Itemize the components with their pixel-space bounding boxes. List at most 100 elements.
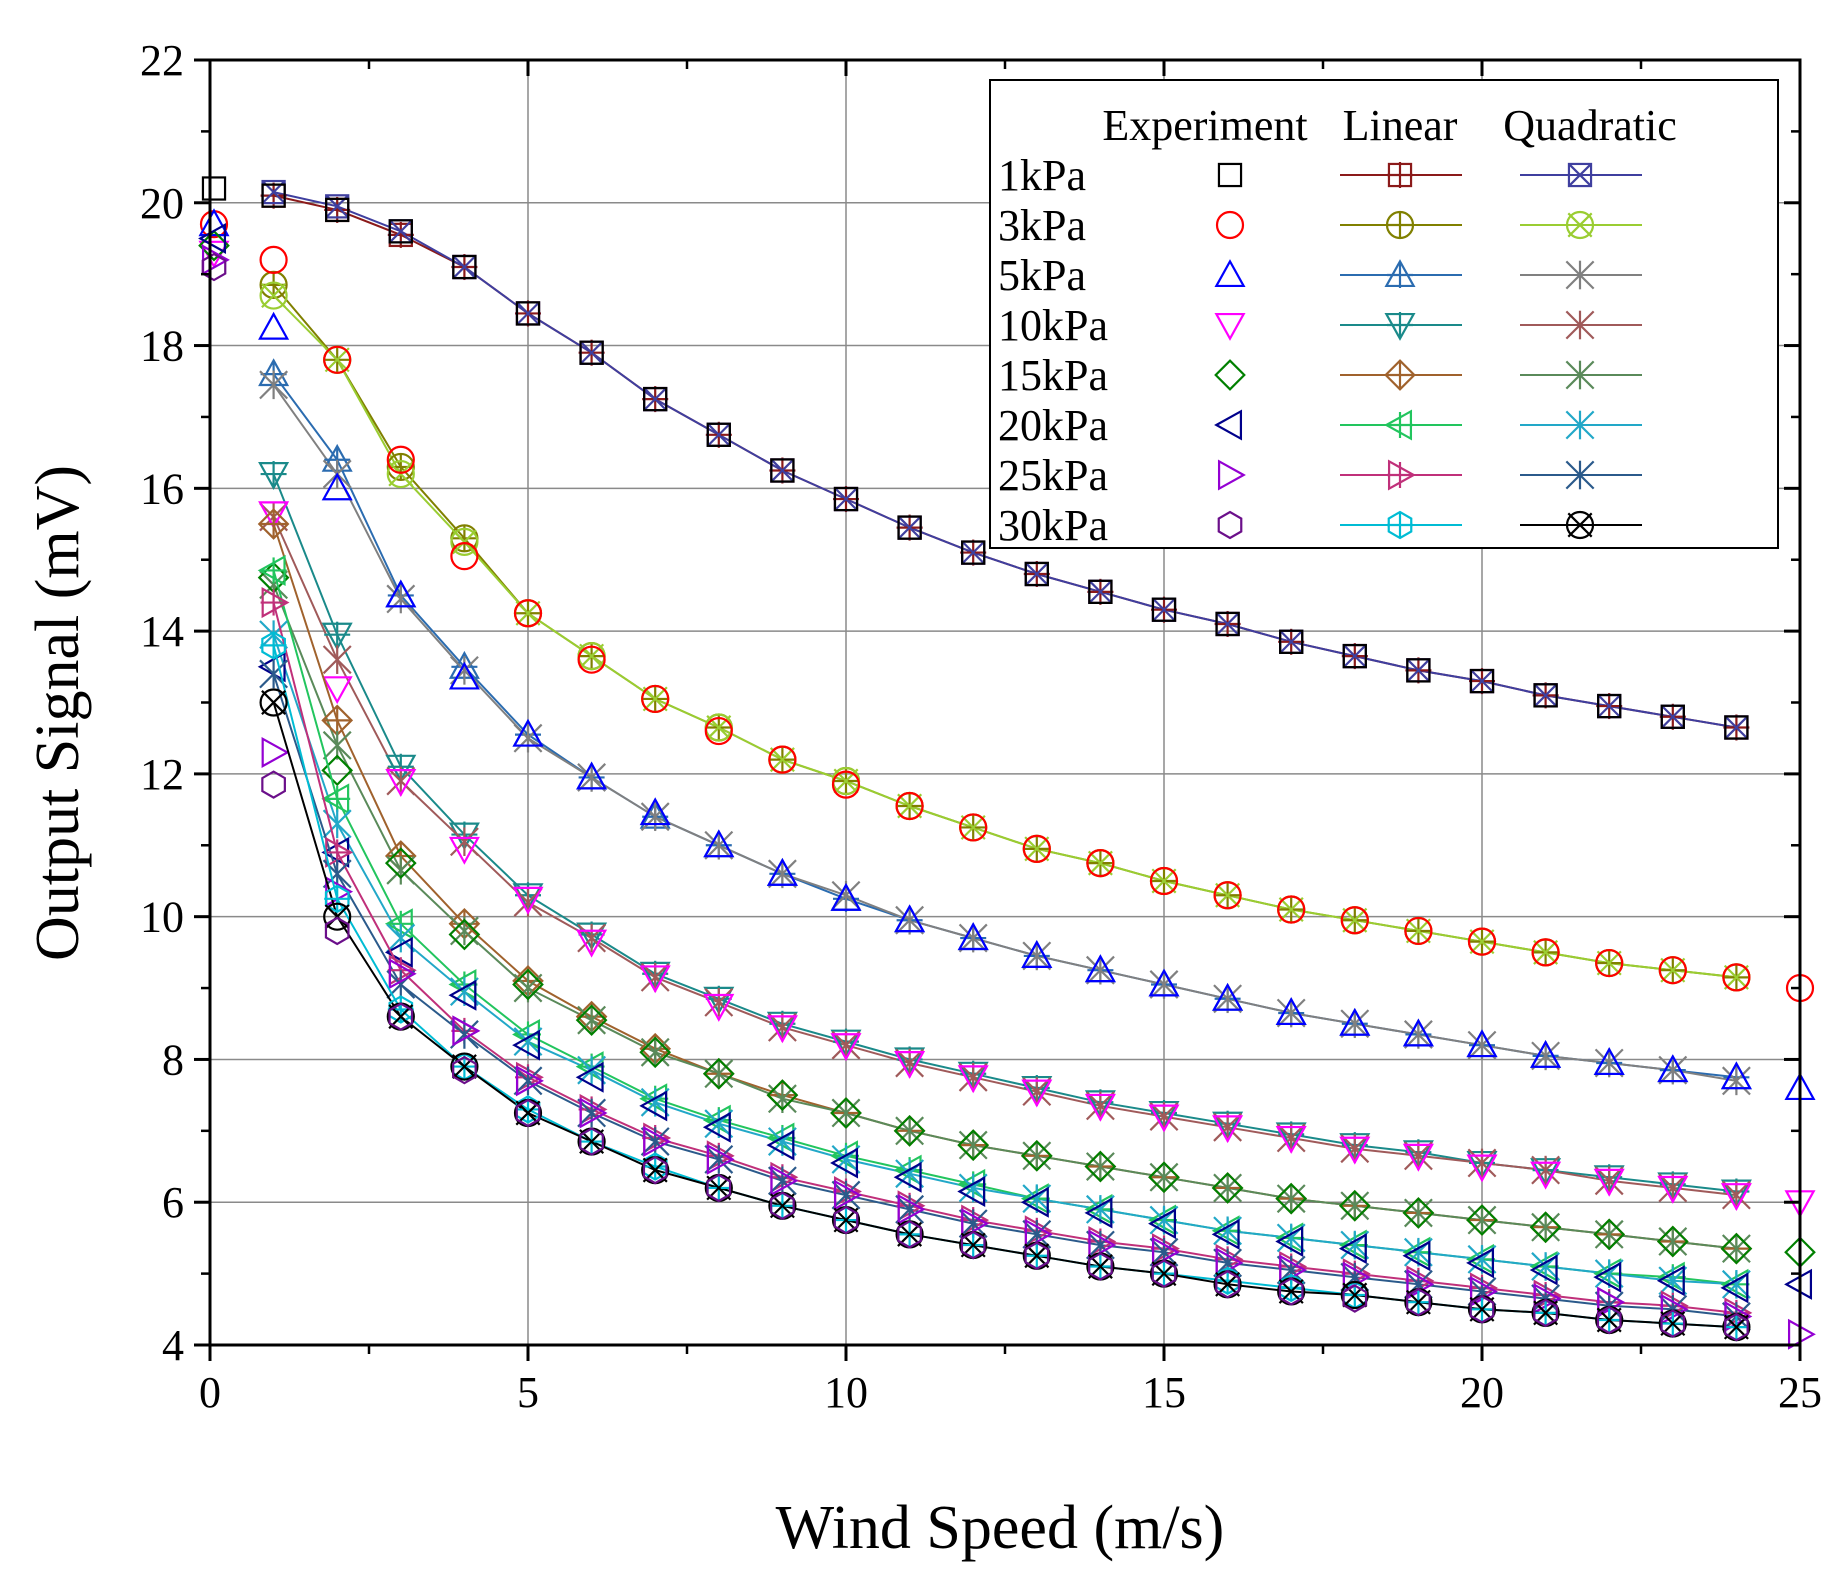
experiment-point — [515, 301, 541, 326]
linear-point — [324, 196, 351, 223]
marker-stroke — [1660, 957, 1686, 983]
marker-shape — [830, 1147, 859, 1179]
x-tick-label: 10 — [824, 1368, 868, 1417]
marker-shape — [641, 684, 670, 714]
legend-label: 3kPa — [998, 201, 1086, 250]
experiment-point — [198, 222, 227, 254]
marker-stroke — [1152, 597, 1176, 622]
experiment-point — [639, 1090, 668, 1122]
marker-shape — [1022, 834, 1051, 863]
marker-shape — [1148, 1161, 1180, 1194]
marker-shape — [452, 1055, 477, 1085]
x-tick-label: 0 — [199, 1368, 221, 1417]
experiment-point — [1213, 881, 1242, 910]
experiment-point — [1660, 1309, 1686, 1338]
marker-shape — [1020, 1186, 1049, 1218]
experiment-point — [1720, 1061, 1752, 1090]
quadratic-point — [640, 1037, 670, 1067]
marker-shape — [833, 486, 859, 512]
marker-shape — [259, 245, 288, 274]
marker-stroke — [451, 529, 477, 555]
experiment-point — [1660, 1293, 1689, 1325]
legend-linear-marker — [1384, 312, 1416, 341]
marker-shape — [1020, 1139, 1053, 1172]
experiment-point — [1084, 1197, 1113, 1229]
marker-stroke — [1567, 512, 1593, 538]
experiment-point — [766, 857, 798, 886]
marker-stroke — [1215, 882, 1241, 908]
quadratic-point — [831, 1030, 861, 1060]
marker-stroke — [388, 461, 414, 487]
marker-shape — [770, 458, 795, 483]
marker-shape — [576, 761, 608, 790]
marker-shape — [1593, 1218, 1626, 1251]
marker-shape — [450, 1052, 479, 1081]
experiment-point — [706, 1173, 732, 1203]
marker-shape — [325, 197, 350, 223]
marker-shape — [961, 1208, 990, 1240]
experiment-point — [579, 340, 604, 365]
marker-stroke — [1597, 694, 1622, 718]
experiment-point — [448, 661, 480, 690]
experiment-point — [1530, 1161, 1562, 1190]
experiment-point — [706, 422, 731, 447]
series-layer — [198, 176, 1816, 1350]
marker-shape — [1530, 1161, 1562, 1190]
quadratic-point — [1721, 1066, 1751, 1096]
marker-shape — [513, 599, 543, 628]
marker-shape — [1084, 1197, 1113, 1229]
experiment-point — [198, 208, 230, 237]
legend-label: 25kPa — [998, 451, 1108, 500]
marker-shape — [1565, 210, 1595, 240]
quadratic-point — [1658, 1266, 1688, 1296]
quadratic-point — [1658, 1055, 1688, 1085]
marker-shape — [384, 847, 417, 879]
experiment-point — [201, 252, 227, 282]
marker-shape — [1084, 1150, 1117, 1183]
marker-shape — [643, 1126, 672, 1158]
marker-shape — [1466, 1154, 1498, 1183]
experiment-point — [1720, 1183, 1752, 1211]
linear-fit-line — [272, 570, 1737, 1286]
marker-shape — [1211, 1172, 1244, 1204]
marker-shape — [1469, 1295, 1495, 1324]
experiment-point — [1656, 1225, 1689, 1258]
marker-shape — [1211, 1218, 1240, 1250]
marker-shape — [1660, 704, 1685, 729]
quadratic-point — [577, 763, 607, 792]
marker-shape — [201, 176, 227, 201]
experiment-point — [321, 472, 353, 501]
linear-point — [257, 508, 290, 540]
quadratic-point — [895, 905, 925, 935]
experiment-point — [770, 458, 795, 483]
experiment-point — [893, 1161, 922, 1193]
experiment-point — [1529, 1254, 1558, 1286]
experiment-point — [1088, 1252, 1113, 1281]
experiment-point — [639, 1036, 672, 1069]
experiment-point — [576, 761, 608, 790]
marker-shape — [1088, 1229, 1117, 1261]
marker-shape — [257, 508, 290, 540]
marker-shape — [1214, 359, 1246, 391]
marker-shape — [702, 1057, 735, 1090]
marker-shape — [321, 472, 353, 501]
quadratic-point — [1403, 1141, 1433, 1171]
experiment-point — [1275, 1182, 1308, 1215]
marker-shape — [1151, 1236, 1180, 1268]
quadratic-point — [259, 688, 288, 717]
experiment-point — [1148, 1161, 1180, 1194]
marker-shape — [1384, 359, 1416, 391]
legend-linear-marker — [1384, 409, 1413, 441]
experiment-point — [1724, 715, 1749, 740]
experiment-point — [1720, 1272, 1749, 1304]
experiment-point — [830, 1147, 859, 1179]
quadratic-point — [386, 459, 415, 489]
marker-shape — [1660, 1309, 1686, 1338]
experiment-point — [1593, 1168, 1625, 1197]
marker-shape — [1593, 1168, 1625, 1197]
experiment-point — [766, 1079, 799, 1111]
experiment-point — [515, 1065, 544, 1097]
experiment-point — [1275, 1125, 1307, 1154]
experiment-point — [579, 1097, 608, 1129]
